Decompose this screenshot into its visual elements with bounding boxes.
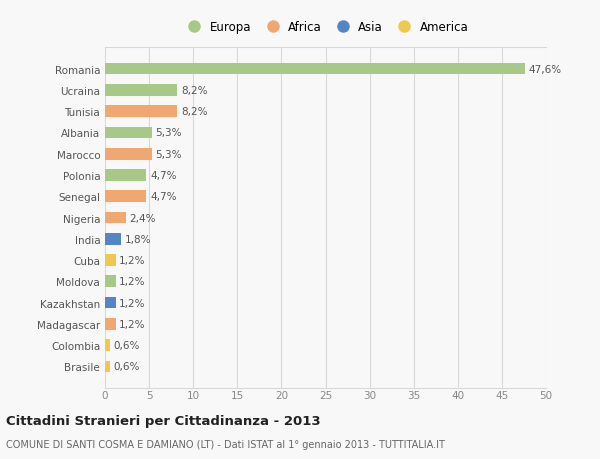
Text: 4,7%: 4,7% bbox=[150, 171, 176, 180]
Text: 1,2%: 1,2% bbox=[119, 277, 146, 287]
Text: 0,6%: 0,6% bbox=[114, 341, 140, 350]
Bar bbox=[105, 255, 116, 266]
Bar bbox=[105, 191, 146, 202]
Bar bbox=[105, 106, 178, 118]
Text: Cittadini Stranieri per Cittadinanza - 2013: Cittadini Stranieri per Cittadinanza - 2… bbox=[6, 414, 320, 428]
Text: 5,3%: 5,3% bbox=[155, 149, 182, 159]
Text: 1,8%: 1,8% bbox=[124, 234, 151, 244]
Text: 5,3%: 5,3% bbox=[155, 128, 182, 138]
Bar bbox=[105, 297, 116, 309]
Bar bbox=[105, 170, 146, 181]
Bar bbox=[105, 64, 525, 75]
Text: 1,2%: 1,2% bbox=[119, 256, 146, 265]
Text: 0,6%: 0,6% bbox=[114, 362, 140, 372]
Text: 4,7%: 4,7% bbox=[150, 192, 176, 202]
Text: 8,2%: 8,2% bbox=[181, 86, 208, 95]
Bar bbox=[105, 234, 121, 245]
Text: 1,2%: 1,2% bbox=[119, 319, 146, 329]
Bar bbox=[105, 149, 152, 160]
Bar bbox=[105, 340, 110, 351]
Bar bbox=[105, 127, 152, 139]
Bar bbox=[105, 85, 178, 96]
Bar bbox=[105, 276, 116, 287]
Text: 8,2%: 8,2% bbox=[181, 107, 208, 117]
Bar bbox=[105, 318, 116, 330]
Text: 1,2%: 1,2% bbox=[119, 298, 146, 308]
Legend: Europa, Africa, Asia, America: Europa, Africa, Asia, America bbox=[178, 17, 473, 39]
Bar bbox=[105, 361, 110, 372]
Text: 47,6%: 47,6% bbox=[529, 64, 562, 74]
Text: 2,4%: 2,4% bbox=[130, 213, 156, 223]
Text: COMUNE DI SANTI COSMA E DAMIANO (LT) - Dati ISTAT al 1° gennaio 2013 - TUTTITALI: COMUNE DI SANTI COSMA E DAMIANO (LT) - D… bbox=[6, 440, 445, 449]
Bar bbox=[105, 212, 126, 224]
